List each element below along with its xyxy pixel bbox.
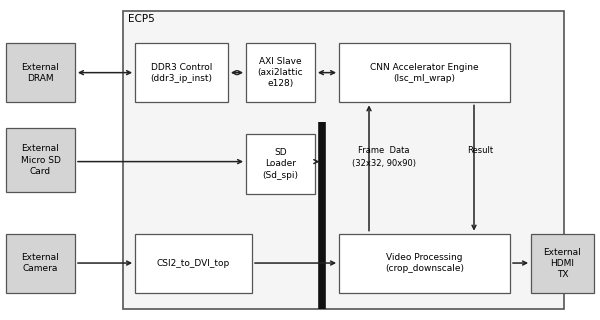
Text: Frame  Data: Frame Data: [358, 146, 410, 155]
Text: (32x32, 90x90): (32x32, 90x90): [352, 159, 416, 168]
Bar: [6, 43, 75, 102]
Text: ECP5: ECP5: [128, 14, 155, 24]
Bar: [6, 234, 75, 293]
Bar: [339, 234, 510, 293]
Text: Video Processing
(crop_downscale): Video Processing (crop_downscale): [385, 253, 464, 273]
Text: Result: Result: [467, 146, 493, 155]
Bar: [135, 43, 228, 102]
Text: DDR3 Control
(ddr3_ip_inst): DDR3 Control (ddr3_ip_inst): [151, 63, 212, 83]
Bar: [339, 43, 510, 102]
Text: External
HDMI
TX: External HDMI TX: [544, 248, 581, 279]
Bar: [246, 43, 315, 102]
Text: External
Micro SD
Card: External Micro SD Card: [20, 144, 61, 176]
Text: External
Camera: External Camera: [22, 253, 59, 273]
Text: SD
Loader
(Sd_spi): SD Loader (Sd_spi): [263, 148, 299, 180]
Text: CSI2_to_DVI_top: CSI2_to_DVI_top: [157, 259, 230, 268]
Bar: [246, 134, 315, 194]
Text: AXI Slave
(axi2lattic
e128): AXI Slave (axi2lattic e128): [257, 57, 304, 88]
Bar: [123, 11, 564, 309]
Bar: [6, 128, 75, 192]
Text: CNN Accelerator Engine
(lsc_ml_wrap): CNN Accelerator Engine (lsc_ml_wrap): [370, 63, 479, 83]
Bar: [135, 234, 252, 293]
Bar: [531, 234, 594, 293]
Text: External
DRAM: External DRAM: [22, 63, 59, 83]
